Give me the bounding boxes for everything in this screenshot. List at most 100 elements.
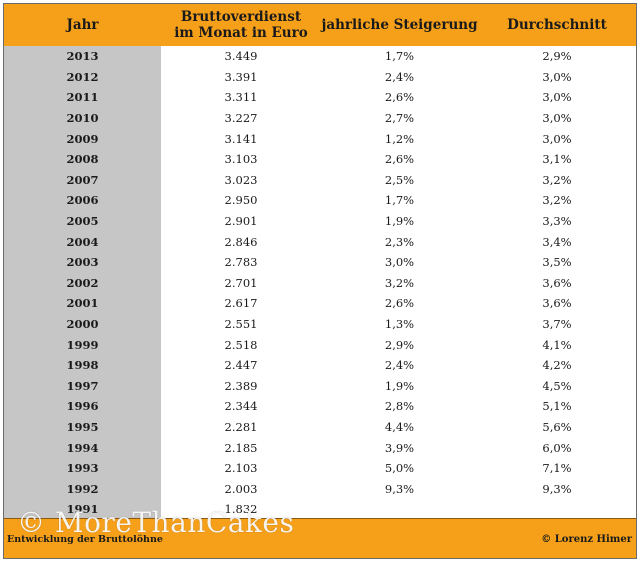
cell-annual-increase: 1,2% xyxy=(384,131,415,146)
cell-average: 3,7% xyxy=(542,317,572,332)
table-row: 1998 2.447 2,4% 4,2% xyxy=(4,355,636,376)
cell-annual-increase: 2,6% xyxy=(384,152,415,167)
cell-average: 9,3% xyxy=(542,481,572,496)
table-row: 2000 2.551 1,3% 3,7% xyxy=(4,314,636,335)
cell-annual-increase: 1,7% xyxy=(384,193,415,208)
cell-gross-salary: 3.449 xyxy=(224,49,258,64)
cell-annual-increase: 1,3% xyxy=(384,317,415,332)
cell-year: 1996 xyxy=(66,399,99,414)
cell-year: 2006 xyxy=(66,193,99,208)
table-row: 1996 2.344 2,8% 5,1% xyxy=(4,396,636,417)
table-row: 2007 3.023 2,5% 3,2% xyxy=(4,170,636,191)
table-row: 2008 3.103 2,6% 3,1% xyxy=(4,149,636,170)
cell-average: 3,6% xyxy=(542,275,572,290)
cell-annual-increase: 1,9% xyxy=(384,378,415,393)
cell-year: 2001 xyxy=(66,296,99,311)
cell-annual-increase: 9,3% xyxy=(384,481,415,496)
cell-annual-increase: 2,9% xyxy=(384,337,415,352)
table-row: 1994 2.185 3,9% 6,0% xyxy=(4,437,636,458)
cell-gross-salary: 2.447 xyxy=(224,358,258,373)
cell-annual-increase: 2,6% xyxy=(384,90,415,105)
cell-average: 6,0% xyxy=(542,440,572,455)
cell-average: 3,2% xyxy=(542,172,572,187)
cell-gross-salary: 3.023 xyxy=(224,172,258,187)
header-year: Jahr xyxy=(66,17,99,33)
cell-annual-increase: 3,2% xyxy=(384,275,415,290)
cell-gross-salary: 3.391 xyxy=(224,69,258,84)
cell-average: 5,6% xyxy=(542,419,572,434)
cell-year: 2008 xyxy=(66,152,99,167)
header-gross-line2: im Monat in Euro xyxy=(174,25,308,41)
cell-gross-salary: 3.311 xyxy=(224,90,258,105)
cell-annual-increase: 3,9% xyxy=(384,440,415,455)
cell-year: 2007 xyxy=(66,172,99,187)
cell-year: 2005 xyxy=(66,214,99,229)
cell-average: 3,6% xyxy=(542,296,572,311)
table-row: 2005 2.901 1,9% 3,3% xyxy=(4,211,636,232)
table-header: Jahr Bruttoverdienst im Monat in Euro ja… xyxy=(4,4,636,46)
table-row: 1999 2.518 2,9% 4,1% xyxy=(4,334,636,355)
cell-annual-increase: 3,0% xyxy=(384,255,415,270)
table-row: 2009 3.141 1,2% 3,0% xyxy=(4,128,636,149)
cell-year: 2011 xyxy=(66,90,99,105)
table-row: 1991 1.832 xyxy=(4,499,636,520)
cell-average: 4,5% xyxy=(542,378,572,393)
cell-year: 2000 xyxy=(66,317,99,332)
cell-average: 5,1% xyxy=(542,399,572,414)
cell-gross-salary: 2.950 xyxy=(224,193,258,208)
cell-average: 3,5% xyxy=(542,255,572,270)
cell-annual-increase: 2,5% xyxy=(384,172,415,187)
cell-annual-increase: 1,7% xyxy=(384,49,415,64)
cell-year: 2010 xyxy=(66,111,99,126)
cell-annual-increase: 2,8% xyxy=(384,399,415,414)
cell-year: 2009 xyxy=(66,131,99,146)
cell-average: 3,4% xyxy=(542,234,572,249)
table-footer: Entwicklung der Bruttolöhne © Lorenz Him… xyxy=(4,518,636,558)
cell-gross-salary: 2.846 xyxy=(224,234,258,249)
cell-average: 4,1% xyxy=(542,337,572,352)
cell-average: 3,1% xyxy=(542,152,572,167)
table-row: 1997 2.389 1,9% 4,5% xyxy=(4,376,636,397)
cell-annual-increase: 2,3% xyxy=(384,234,415,249)
cell-year: 1998 xyxy=(66,358,99,373)
cell-average: 2,9% xyxy=(542,49,572,64)
cell-gross-salary: 2.701 xyxy=(224,275,258,290)
table-row: 2011 3.311 2,6% 3,0% xyxy=(4,87,636,108)
cell-gross-salary: 2.518 xyxy=(224,337,258,352)
cell-gross-salary: 2.281 xyxy=(224,419,258,434)
cell-year: 1993 xyxy=(66,461,99,476)
cell-gross-salary: 2.783 xyxy=(224,255,258,270)
cell-average: 3,0% xyxy=(542,131,572,146)
cell-annual-increase: 2,6% xyxy=(384,296,415,311)
cell-average: 3,0% xyxy=(542,69,572,84)
cell-year: 2003 xyxy=(66,255,99,270)
cell-average: 3,0% xyxy=(542,111,572,126)
cell-gross-salary: 2.389 xyxy=(224,378,258,393)
cell-year: 1995 xyxy=(66,419,99,434)
table-row: 2012 3.391 2,4% 3,0% xyxy=(4,67,636,88)
table-row: 2002 2.701 3,2% 3,6% xyxy=(4,273,636,294)
cell-average: 7,1% xyxy=(542,461,572,476)
cell-average: 3,3% xyxy=(542,214,572,229)
cell-average: 4,2% xyxy=(542,358,572,373)
table-row: 2001 2.617 2,6% 3,6% xyxy=(4,293,636,314)
table-row: 2010 3.227 2,7% 3,0% xyxy=(4,108,636,129)
cell-annual-increase: 1,9% xyxy=(384,214,415,229)
cell-annual-increase: 4,4% xyxy=(384,419,415,434)
cell-year: 1992 xyxy=(66,481,99,496)
salary-table-frame: Jahr Bruttoverdienst im Monat in Euro ja… xyxy=(3,3,637,559)
table-body: 2013 3.449 1,7% 2,9% 2012 3.391 2,4% 3,0% 2011 3.… xyxy=(4,46,636,518)
cell-annual-increase: 2,7% xyxy=(384,111,415,126)
cell-gross-salary: 3.141 xyxy=(224,131,258,146)
cell-year: 1999 xyxy=(66,337,99,352)
cell-gross-salary: 2.185 xyxy=(224,440,258,455)
cell-annual-increase: 2,4% xyxy=(384,69,415,84)
table-row: 2004 2.846 2,3% 3,4% xyxy=(4,231,636,252)
cell-year: 2002 xyxy=(66,275,99,290)
cell-gross-salary: 2.003 xyxy=(224,481,258,496)
cell-gross-salary: 2.901 xyxy=(224,214,258,229)
table-row: 2006 2.950 1,7% 3,2% xyxy=(4,190,636,211)
cell-year: 2004 xyxy=(66,234,99,249)
cell-gross-salary: 2.617 xyxy=(224,296,258,311)
cell-gross-salary: 2.344 xyxy=(224,399,258,414)
